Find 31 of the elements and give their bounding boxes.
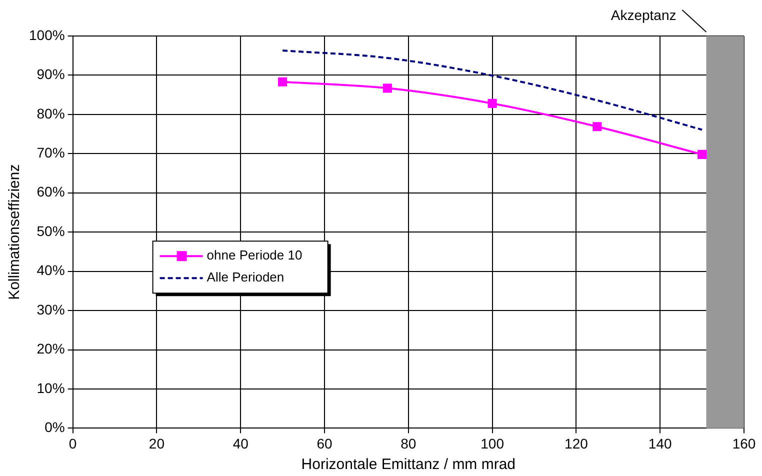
point xyxy=(698,150,707,159)
x-tick-label: 100 xyxy=(480,435,504,452)
y-tick-label: 100% xyxy=(28,26,65,43)
y-tick-label: 70% xyxy=(36,144,65,161)
y-tick-label: 10% xyxy=(36,380,65,396)
x-tick-label: 60 xyxy=(316,435,332,452)
y-tick-label: 0% xyxy=(44,419,65,436)
legend-label: Alle Perioden xyxy=(206,270,284,285)
line-series xyxy=(282,50,704,131)
y-tick-label: 30% xyxy=(36,301,65,318)
point xyxy=(592,122,602,132)
y-tick-label: 90% xyxy=(36,66,65,82)
x-tick-label: 20 xyxy=(148,435,165,452)
band-label: Akzeptanz xyxy=(610,6,676,23)
x-tick-label: 120 xyxy=(564,435,588,452)
point xyxy=(382,84,392,93)
y-tick-label: 80% xyxy=(36,105,65,122)
y-axis-title: Kollimationseffizienz xyxy=(6,164,24,300)
y-tick-label: 50% xyxy=(36,222,65,239)
x-tick-label: 160 xyxy=(732,435,756,452)
point xyxy=(488,98,497,108)
y-tick-label: 60% xyxy=(36,184,65,200)
y-tick-label: 40% xyxy=(36,262,65,278)
x-tick-label: 80 xyxy=(400,435,416,452)
x-tick-label: 140 xyxy=(648,435,672,452)
x-tick-label: 0 xyxy=(68,435,77,452)
y-tick-label: 20% xyxy=(36,340,65,357)
x-axis-title: Horizontale Emittanz / mm mrad xyxy=(301,456,516,474)
point xyxy=(278,77,288,86)
legend-label: ohne Periode 10 xyxy=(206,248,302,263)
x-tick-label: 40 xyxy=(232,435,249,452)
